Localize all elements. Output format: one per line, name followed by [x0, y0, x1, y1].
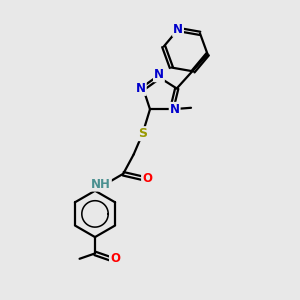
Text: O: O [110, 252, 120, 265]
Text: N: N [173, 23, 183, 36]
Text: O: O [142, 172, 152, 185]
Text: NH: NH [91, 178, 111, 191]
Text: N: N [170, 103, 180, 116]
Text: N: N [154, 68, 164, 81]
Text: S: S [138, 127, 147, 140]
Text: N: N [136, 82, 146, 95]
